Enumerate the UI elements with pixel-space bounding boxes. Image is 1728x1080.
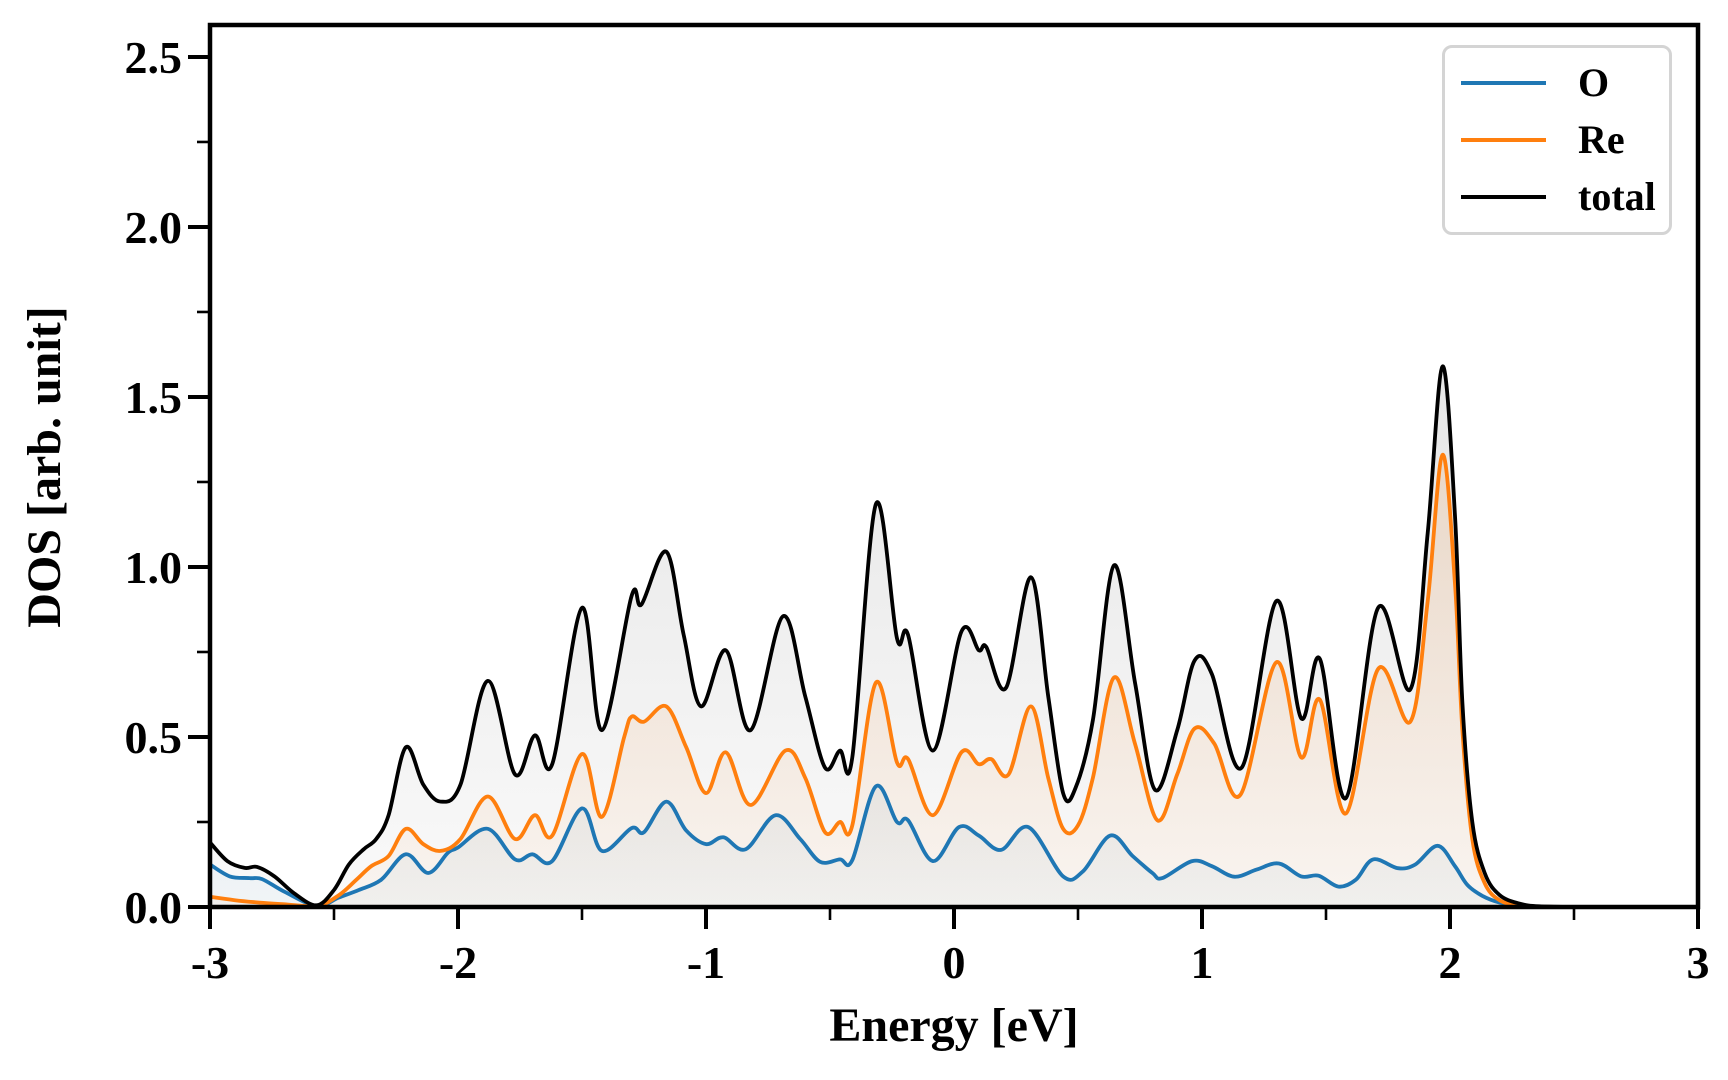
x-tick-label: 1	[1191, 937, 1214, 988]
x-axis-title: Energy [eV]	[829, 999, 1079, 1052]
series-curves	[208, 364, 1576, 909]
y-axis-title: DOS [arb. unit]	[18, 306, 71, 628]
legend-line-O-icon	[1461, 80, 1546, 85]
legend-label-Re: Re	[1578, 116, 1625, 162]
axis-ticks	[188, 54, 1700, 929]
curve-O	[208, 783, 1576, 909]
legend: O Re total	[1442, 45, 1672, 235]
legend-label-total: total	[1578, 174, 1656, 220]
y-tick-label: 1.5	[125, 372, 183, 423]
legend-row-O: O	[1445, 59, 1669, 105]
curve-Re	[208, 452, 1576, 909]
x-tick-label: 0	[943, 937, 966, 988]
y-tick-label: 2.0	[125, 202, 183, 253]
y-tick-label: 1.0	[125, 542, 183, 593]
curve-total	[208, 364, 1576, 909]
legend-row-total: total	[1445, 177, 1669, 217]
fill-total	[210, 366, 1574, 907]
legend-row-Re: Re	[1445, 116, 1669, 162]
legend-label-O: O	[1578, 59, 1610, 105]
tick-labels: -3 -2 -1 0 1 2 3 0.0 0.5 1.0 1.5 2.0 2.5	[125, 32, 1710, 988]
y-tick-label: 0.0	[125, 882, 183, 933]
y-tick-label: 0.5	[125, 712, 183, 763]
y-tick-label: 2.5	[125, 32, 183, 83]
x-tick-label: -2	[439, 937, 477, 988]
legend-line-total-icon	[1461, 195, 1546, 200]
x-tick-label: 3	[1687, 937, 1710, 988]
x-tick-label: -3	[191, 937, 229, 988]
x-tick-label: -1	[687, 937, 725, 988]
x-tick-label: 2	[1439, 937, 1462, 988]
legend-line-Re-icon	[1461, 137, 1546, 142]
